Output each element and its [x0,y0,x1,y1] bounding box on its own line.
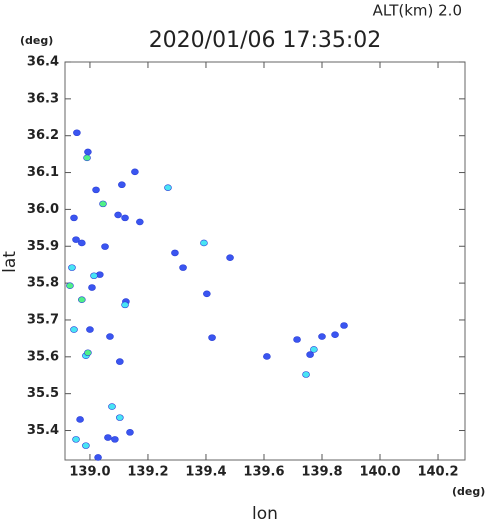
y-tick-label: 35.9 [27,239,59,254]
echo-point [106,333,114,340]
echo-point [78,239,86,247]
echo-point [90,272,98,280]
y-tick-label: 35.4 [27,423,59,438]
echo-point [118,181,126,189]
y-tick-label: 36.3 [27,91,59,106]
echo-point [331,331,339,339]
echo-point [293,336,301,343]
echo-point [126,429,134,436]
echo-point [116,414,124,421]
echo-point [70,214,78,222]
echo-point [121,214,129,222]
echo-point [226,254,234,261]
echo-point [136,218,144,226]
echo-point [73,129,81,137]
x-tick-label: 140.2 [417,465,458,480]
echo-point [114,211,122,219]
x-tick-label: 139.2 [127,465,168,480]
x-tick-label: 139.0 [69,465,110,480]
echo-point [318,333,326,340]
echo-point [203,290,211,298]
y-tick-label: 36.2 [27,128,59,143]
echo-point [164,184,172,191]
echo-point [76,416,84,423]
echo-point [72,236,80,243]
x-tick-label: 140.0 [359,465,400,480]
echo-point [104,434,112,441]
echo-point [108,403,116,410]
echo-point [171,249,179,257]
echo-point [116,358,124,365]
y-unit: (deg) [20,34,53,47]
echo-point [86,326,94,333]
echo-point [70,326,78,333]
x-tick-label: 139.6 [243,465,284,480]
plot-frame [64,61,466,461]
echo-point [302,371,310,378]
echo-point [208,334,216,341]
echo-point [72,436,80,443]
chart-title: 2020/01/06 17:35:02 [149,28,382,53]
x-tick-label: 139.8 [301,465,342,480]
echo-point [179,264,187,271]
subtitle: ALT(km) 2.0 [373,2,462,20]
y-tick-label: 36.1 [27,165,59,180]
echo-point [310,346,318,353]
echo-point [92,186,100,194]
echo-point [68,264,76,271]
echo-point [94,454,102,461]
x-axis-label: lon [252,504,278,521]
echo-point [306,351,314,358]
y-tick-label: 35.5 [27,386,59,401]
echo-point [84,349,92,357]
echo-point [78,296,86,303]
echo-point [82,442,90,449]
echo-point [101,243,109,250]
x-unit: (deg) [452,485,485,498]
x-tick-label: 139.4 [185,465,226,480]
echo-point [83,154,91,162]
echo-point [84,148,92,156]
y-tick-label: 36.4 [27,55,59,70]
echo-point [111,436,119,443]
echo-point [66,282,74,289]
y-axis-label: lat [0,251,20,273]
y-tick-label: 35.8 [27,276,59,291]
echo-point [121,301,129,309]
echo-point [131,168,139,176]
echo-point [200,239,208,247]
y-tick-label: 36.0 [27,202,59,217]
echo-point [99,200,107,208]
echo-point [263,353,271,360]
y-tick-label: 35.6 [27,349,59,364]
echo-point [340,322,348,329]
echo-point [88,284,96,291]
y-tick-label: 35.7 [27,312,59,327]
